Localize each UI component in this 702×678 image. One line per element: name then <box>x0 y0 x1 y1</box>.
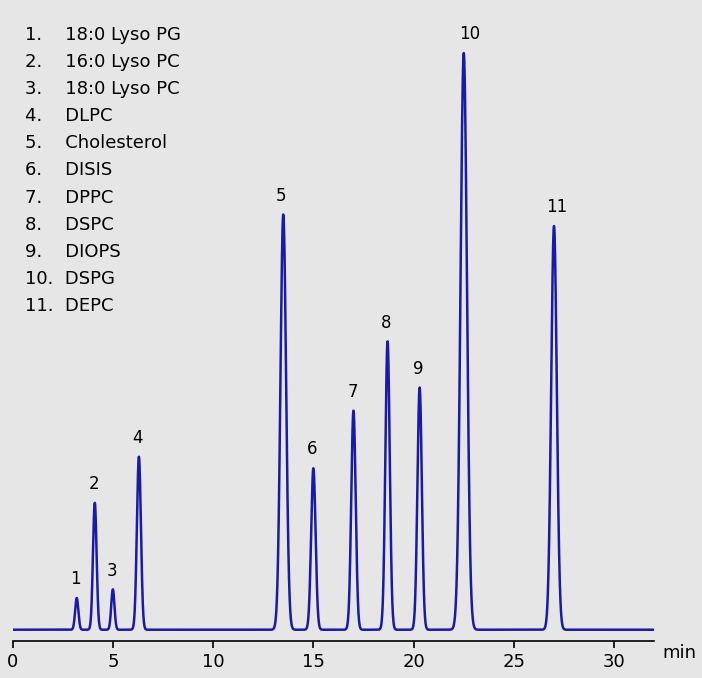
Text: 3: 3 <box>107 561 117 580</box>
Text: 1.    18:0 Lyso PG
2.    16:0 Lyso PC
3.    18:0 Lyso PC
4.    DLPC
5.    Choles: 1. 18:0 Lyso PG 2. 16:0 Lyso PC 3. 18:0 … <box>25 26 181 315</box>
Text: 2: 2 <box>88 475 99 493</box>
Text: 7: 7 <box>347 383 358 401</box>
Text: 10: 10 <box>459 25 480 43</box>
Text: 11: 11 <box>546 198 568 216</box>
Text: 6: 6 <box>307 441 317 458</box>
Text: 5: 5 <box>276 186 286 205</box>
Text: 8: 8 <box>381 314 392 332</box>
Text: 4: 4 <box>133 429 143 447</box>
Text: 9: 9 <box>413 360 424 378</box>
Text: 1: 1 <box>70 570 81 589</box>
Text: min: min <box>662 644 696 662</box>
